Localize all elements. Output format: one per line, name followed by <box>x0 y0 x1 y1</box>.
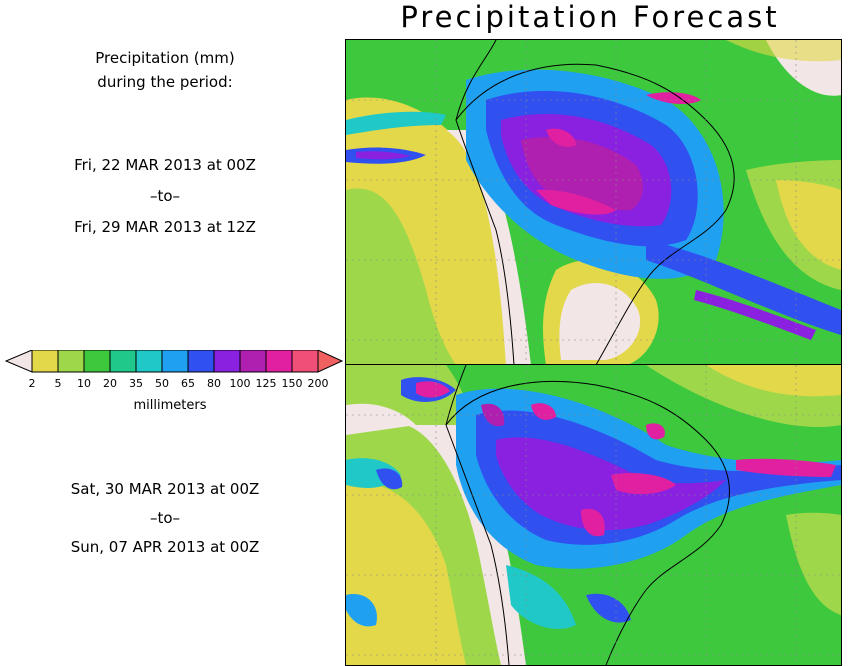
legend-cell <box>83 350 111 373</box>
legend-tick-label: 35 <box>129 377 143 390</box>
period-1-start: Fri, 22 MAR 2013 at 00Z <box>74 156 256 174</box>
legend-cell <box>109 350 137 373</box>
legend-tick-label: 50 <box>155 377 169 390</box>
legend-colorbar <box>4 350 344 373</box>
period-2-text: Sat, 30 MAR 2013 at 00Z –to– Sun, 07 APR… <box>0 475 330 562</box>
legend-cells <box>4 350 344 373</box>
period-1-end: Fri, 29 MAR 2013 at 12Z <box>74 218 256 236</box>
heading-line-1: Precipitation (mm) <box>95 49 235 67</box>
legend-tick-label: 150 <box>281 377 303 390</box>
legend-tick-label: 10 <box>77 377 91 390</box>
legend-tick-label: 20 <box>103 377 117 390</box>
map-period-1 <box>345 39 842 366</box>
page-title: Precipitation Forecast <box>400 0 780 34</box>
legend-tick-label: 65 <box>181 377 195 390</box>
period-2-end: Sun, 07 APR 2013 at 00Z <box>70 538 260 556</box>
legend-arrow-low <box>4 350 33 373</box>
legend-tick-label: 80 <box>207 377 221 390</box>
legend-cell <box>213 350 241 373</box>
legend-tick-label: 5 <box>54 377 62 390</box>
legend-cell <box>135 350 163 373</box>
legend-tick-label: 125 <box>255 377 277 390</box>
period-2-start: Sat, 30 MAR 2013 at 00Z <box>70 480 260 498</box>
legend-cell <box>265 350 293 373</box>
period-1-sep: –to– <box>149 187 181 205</box>
map-period-2 <box>345 364 842 666</box>
legend-cell <box>57 350 85 373</box>
period-2-sep: –to– <box>149 509 181 527</box>
legend-cell <box>161 350 189 373</box>
legend-cell <box>187 350 215 373</box>
legend-tick-label: 200 <box>307 377 329 390</box>
legend-arrow-high <box>317 350 344 373</box>
heading-block: Precipitation (mm) during the period: <box>0 46 330 94</box>
legend-cell <box>31 350 59 373</box>
heading-line-2: during the period: <box>97 73 233 91</box>
legend-cell <box>291 350 319 373</box>
legend-units: millimeters <box>133 398 207 413</box>
legend-tick-label: 100 <box>229 377 251 390</box>
legend-cell <box>239 350 267 373</box>
period-1-text: Fri, 22 MAR 2013 at 00Z –to– Fri, 29 MAR… <box>0 150 330 243</box>
legend-tick-label: 2 <box>28 377 36 390</box>
